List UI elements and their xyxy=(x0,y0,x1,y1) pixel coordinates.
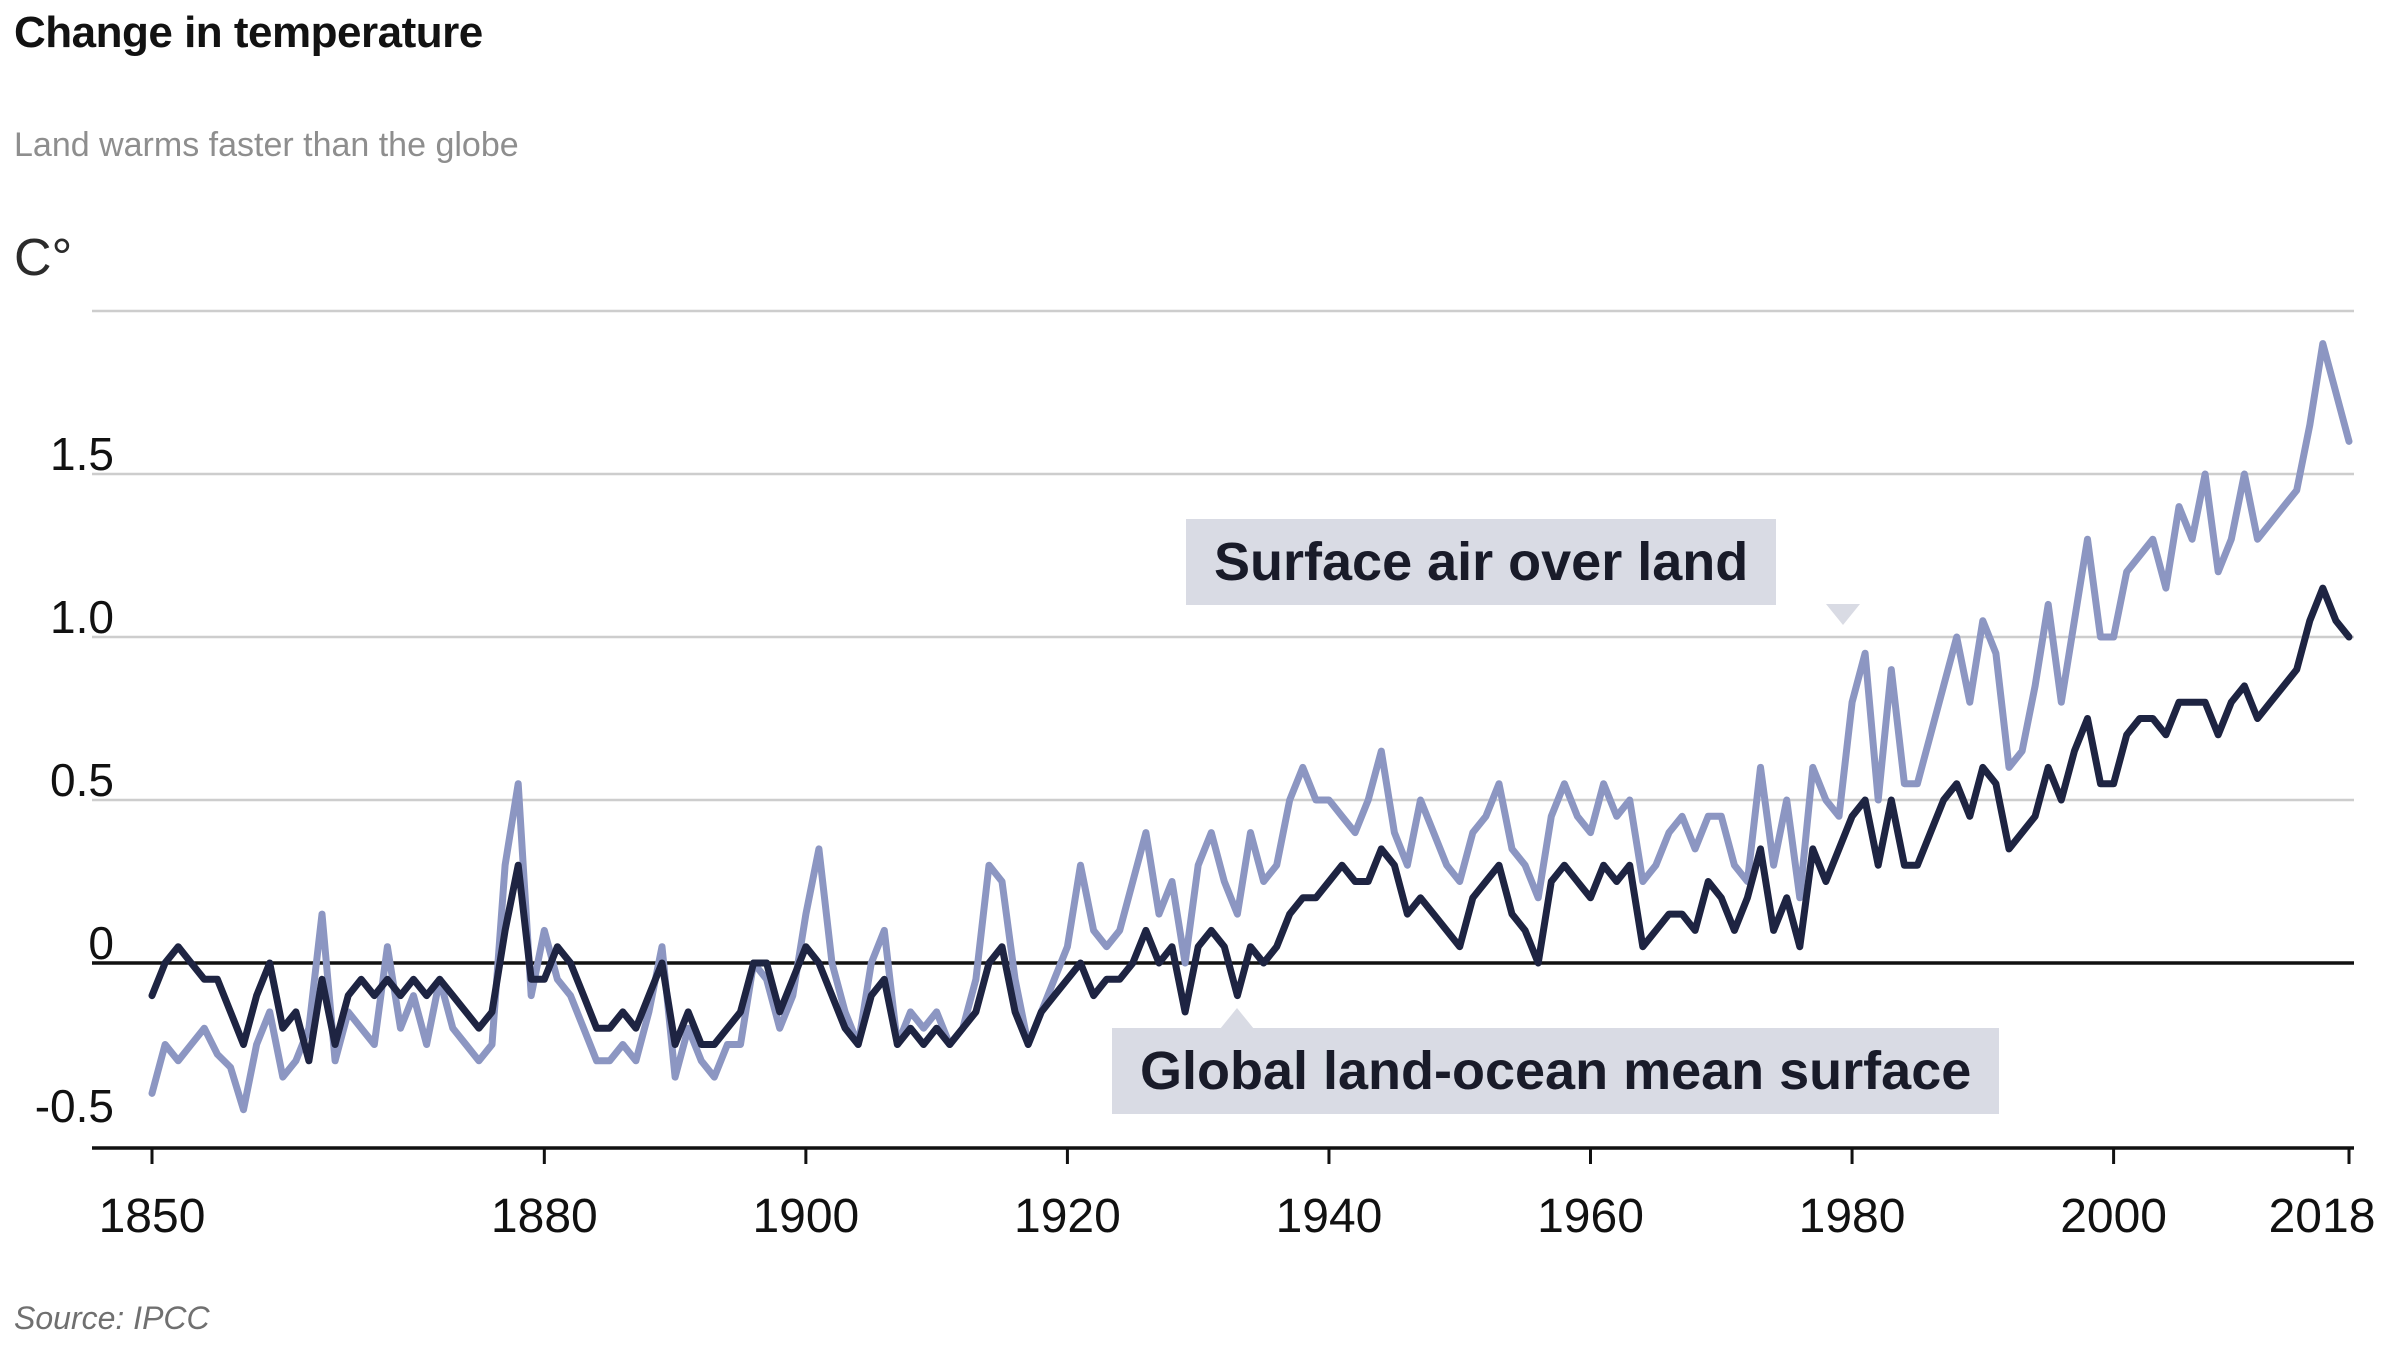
svg-text:1920: 1920 xyxy=(1014,1190,1121,1243)
svg-text:1880: 1880 xyxy=(491,1190,598,1243)
svg-text:0: 0 xyxy=(88,917,114,969)
annotation-surface-air-over-land-label: Surface air over land xyxy=(1214,532,1749,592)
source-note: Source: IPCC xyxy=(14,1300,210,1336)
chart-title: Change in temperature xyxy=(14,8,483,57)
svg-text:1960: 1960 xyxy=(1537,1190,1644,1243)
svg-text:2000: 2000 xyxy=(2060,1190,2167,1243)
svg-text:1940: 1940 xyxy=(1276,1190,1383,1243)
svg-text:1850: 1850 xyxy=(99,1190,206,1243)
svg-text:1.0: 1.0 xyxy=(50,591,114,643)
annotation-global-land-ocean-mean-surface-label: Global land-ocean mean surface xyxy=(1140,1041,1972,1101)
pointer-down-icon xyxy=(1826,604,1860,626)
svg-text:1900: 1900 xyxy=(752,1190,859,1243)
svg-text:1.5: 1.5 xyxy=(50,428,114,480)
pointer-up-icon xyxy=(1220,1008,1254,1029)
y-axis-unit-label: C° xyxy=(14,229,73,287)
svg-text:1980: 1980 xyxy=(1799,1190,1906,1243)
chart-subtitle: Land warms faster than the globe xyxy=(14,126,519,164)
annotation-surface-air-over-land: Surface air over land xyxy=(1186,519,1860,626)
svg-text:0.5: 0.5 xyxy=(50,754,114,806)
annotation-global-land-ocean-mean-surface: Global land-ocean mean surface xyxy=(1112,1008,2000,1115)
svg-text:2018: 2018 xyxy=(2269,1190,2376,1243)
svg-text:-0.5: -0.5 xyxy=(35,1080,114,1132)
